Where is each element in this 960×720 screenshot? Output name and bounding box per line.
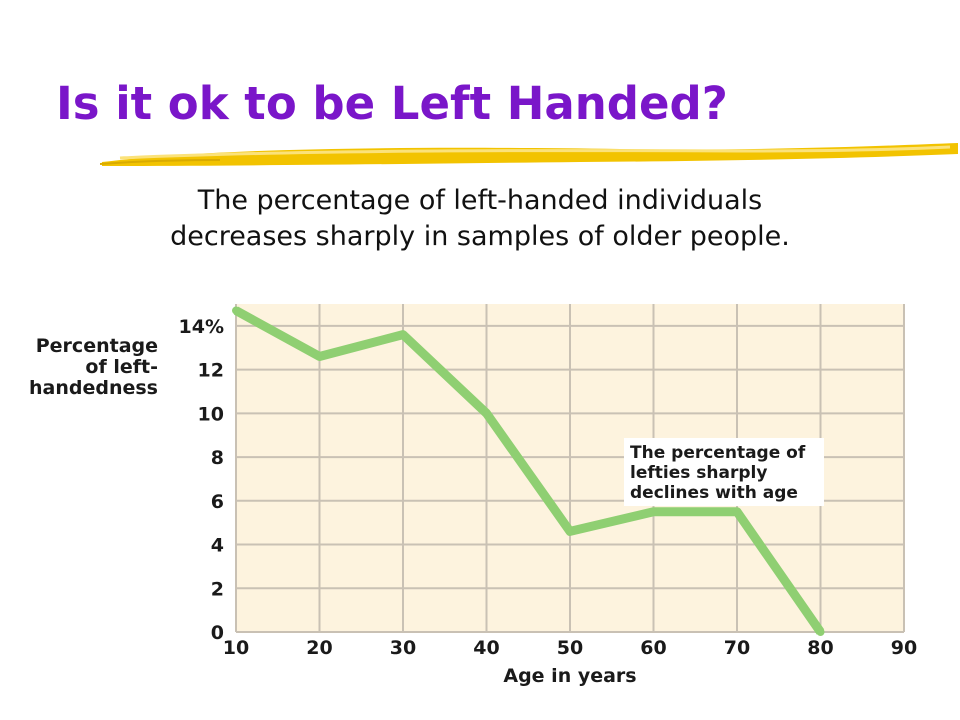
x-tick-label-40: 40 [473, 637, 499, 659]
y-axis-label-line-2: of left- [85, 356, 158, 378]
data-point-40 [482, 409, 491, 418]
data-point-80 [816, 628, 825, 636]
annotation-line-2: lefties sharply [630, 463, 767, 483]
annotation-line-1: The percentage of [630, 443, 806, 463]
x-tick-label-90: 90 [891, 637, 917, 659]
y-tick-label-2: 2 [211, 578, 224, 600]
data-point-30 [399, 330, 407, 339]
data-point-60 [649, 507, 658, 516]
x-tick-label-20: 20 [306, 637, 332, 659]
x-tick-label-60: 60 [640, 637, 666, 659]
y-tick-label-8: 8 [211, 447, 224, 469]
left-handedness-line-chart: 0 2 4 6 8 10 12 14% 10 20 30 40 50 60 70 80 90 Percentage… [29, 304, 917, 687]
series-line-0 [233, 306, 825, 635]
data-point-70 [733, 507, 741, 516]
x-tick-label-30: 30 [390, 637, 416, 659]
annotation-box [624, 438, 824, 506]
data-point-10 [232, 306, 240, 315]
y-tick-label-4: 4 [211, 535, 224, 557]
subtitle-line-2: decreases sharply in samples of older pe… [170, 221, 790, 252]
y-tick-label-14: 14% [179, 316, 224, 338]
y-tick-label-12: 12 [198, 360, 224, 382]
y-tick-label-10: 10 [198, 403, 224, 425]
y-tick-label-6: 6 [211, 491, 224, 513]
title-underline-stroke [100, 143, 958, 166]
x-tick-label-70: 70 [724, 637, 750, 659]
slide-title: Is it ok to be Left Handed? [56, 77, 728, 130]
y-tick-label-0: 0 [211, 622, 224, 644]
y-axis-label-line-3: handedness [29, 377, 158, 399]
x-tick-label-10: 10 [223, 637, 249, 659]
x-tick-label-80: 80 [807, 637, 833, 659]
subtitle-line-1: The percentage of left-handed individual… [197, 185, 763, 216]
x-tick-label-50: 50 [557, 637, 583, 659]
annotation-line-3: declines with age [630, 483, 798, 503]
x-axis-label: Age in years [503, 665, 636, 687]
y-axis-label-line-1: Percentage [36, 335, 158, 357]
data-point-20 [315, 352, 324, 361]
data-point-50 [566, 527, 574, 536]
stroke-highlight [119, 145, 951, 160]
stroke-tail [100, 159, 221, 165]
slide-subtitle: The percentage of left-handed individual… [60, 183, 900, 255]
stroke-main [102, 143, 958, 166]
